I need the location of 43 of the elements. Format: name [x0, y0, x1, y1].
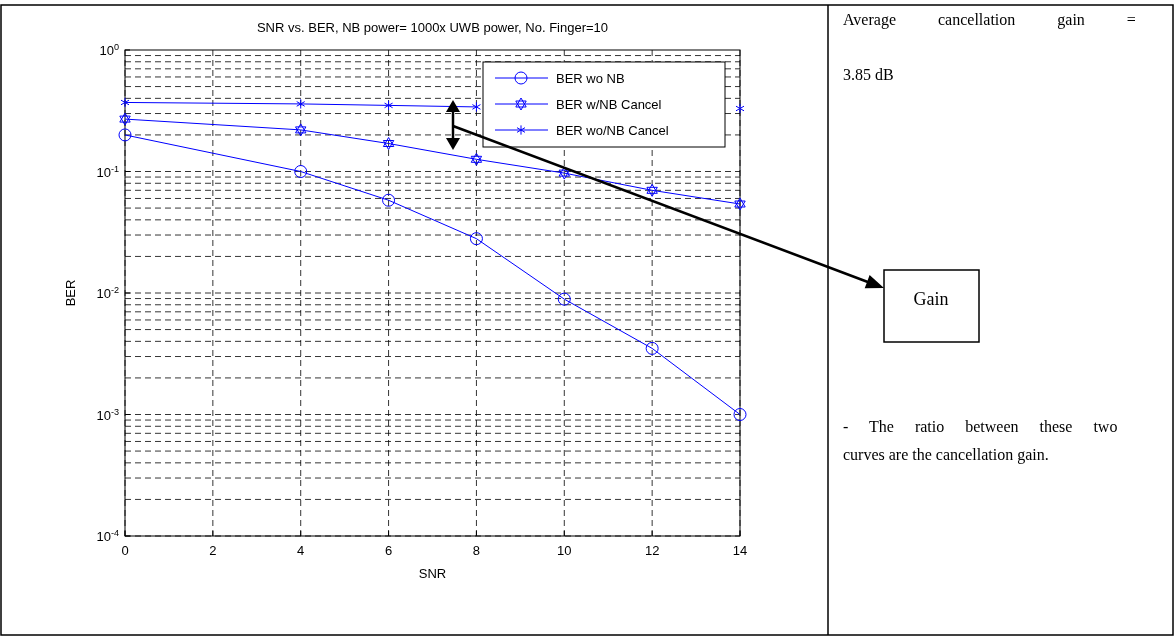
point [382, 137, 395, 150]
point [296, 98, 306, 110]
legend-label: BER w/NB Cancel [556, 97, 662, 112]
point [469, 232, 483, 246]
y-axis-title: BER [63, 279, 78, 307]
text: Gain [913, 289, 949, 309]
point [382, 193, 396, 207]
y-tick-label: 10$^{-4}$ [96, 528, 119, 544]
legend-label: BER wo NB [556, 71, 625, 86]
x-tick-label: 0 [121, 543, 129, 558]
y-tick-label: 10$^{-2}$ [96, 285, 119, 301]
point [118, 128, 132, 142]
point [645, 341, 659, 355]
text: Average cancellation gain = [843, 11, 1136, 29]
point [558, 166, 570, 180]
x-tick-label: 14 [732, 543, 748, 558]
x-tick-label: 2 [209, 543, 217, 558]
x-tick-label: 4 [297, 543, 305, 558]
point [120, 97, 130, 108]
chart-title: SNR vs. BER, NB power= 1000x UWB power, No. Finger=10 [256, 20, 609, 35]
point [471, 101, 481, 113]
point [734, 197, 746, 211]
point [294, 165, 308, 178]
legend-label: BER wo/NB Cancel [556, 123, 669, 138]
y-tick-label: 10$^{-3}$ [96, 406, 119, 423]
point [735, 103, 745, 114]
point [119, 112, 131, 126]
point [470, 152, 483, 166]
point [733, 408, 747, 421]
point [646, 183, 658, 197]
text: - The ratio between these two [843, 418, 1118, 435]
x-axis-title: SNR [418, 566, 447, 581]
text: 3.85 dB [843, 66, 894, 83]
x-tick-label: 8 [472, 543, 481, 558]
x-tick-label: 10 [557, 543, 572, 558]
x-tick-label: 6 [384, 543, 393, 558]
point [295, 123, 307, 137]
point [384, 100, 394, 111]
y-tick-label: 10$^{-1}$ [96, 163, 119, 180]
y-tick-label: 10$^{0}$ [99, 42, 119, 58]
point [557, 292, 571, 306]
text: curves are the cancellation gain. [843, 446, 1049, 464]
x-tick-label: 12 [644, 543, 660, 558]
